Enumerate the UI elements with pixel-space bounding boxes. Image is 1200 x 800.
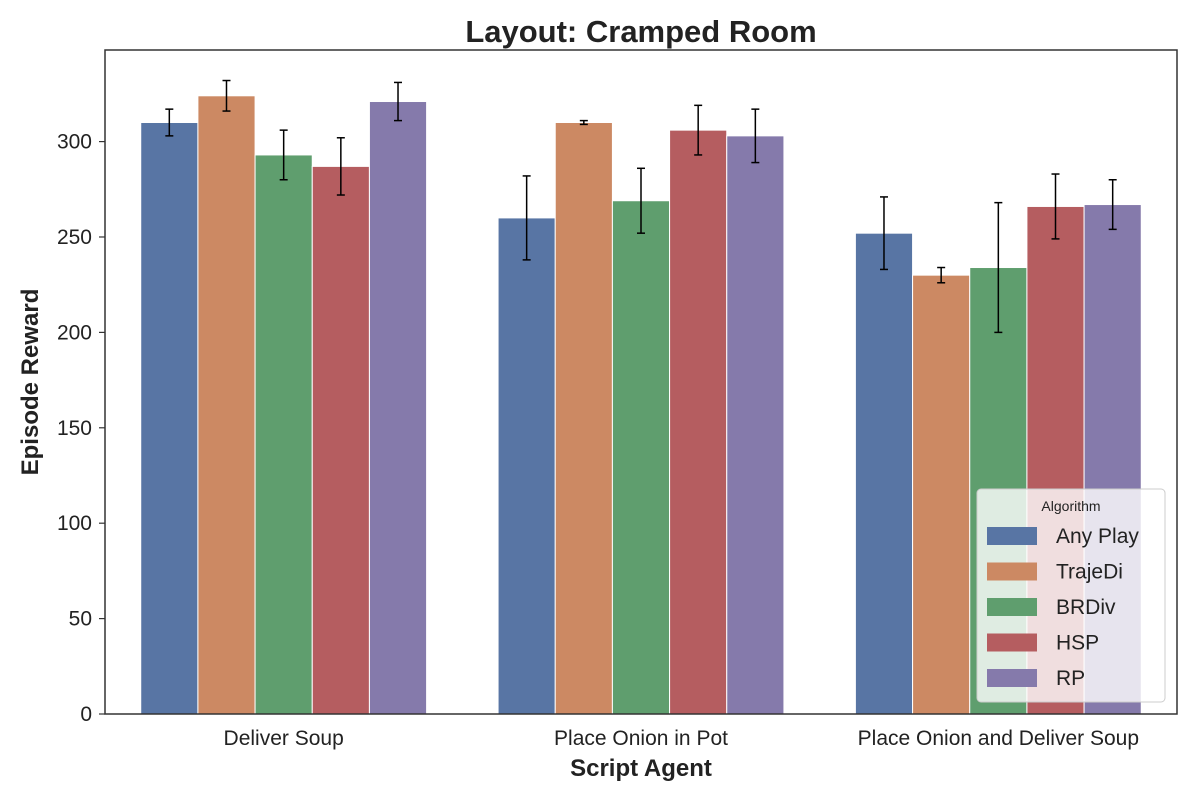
y-tick-label: 50 <box>69 608 92 631</box>
legend-label: HSP <box>1056 632 1099 655</box>
x-tick-label: Place Onion and Deliver Soup <box>858 727 1139 750</box>
bar <box>140 122 199 715</box>
y-tick-label: 0 <box>80 703 92 726</box>
bar <box>854 232 914 715</box>
legend-label: TrajeDi <box>1056 561 1123 584</box>
y-tick-label: 300 <box>57 131 92 154</box>
x-axis: Deliver Soup Place Onion in Pot Place Onio… <box>224 727 1139 750</box>
legend-swatch <box>987 527 1037 545</box>
legend-items: Any Play TrajeDi BRDiv HSP RP <box>987 525 1139 690</box>
y-tick-label: 150 <box>57 417 92 440</box>
x-tick-label: Place Onion in Pot <box>554 727 728 750</box>
bar <box>197 95 256 715</box>
bar <box>254 154 313 715</box>
bar <box>912 274 971 715</box>
plot-frame <box>104 49 1178 715</box>
error-bars-layer <box>165 79 1117 334</box>
bar <box>497 217 556 715</box>
bar <box>554 122 613 715</box>
y-tick-label: 200 <box>57 321 92 344</box>
y-tick-label: 250 <box>57 226 92 249</box>
bar <box>669 129 728 715</box>
x-tick-label: Deliver Soup <box>224 727 344 750</box>
y-axis: 0 50 100 150 200 250 300 <box>57 131 105 726</box>
legend-title: Algorithm <box>1041 498 1100 514</box>
y-axis-label: Episode Reward <box>17 289 44 476</box>
bar <box>311 165 370 715</box>
legend-swatch <box>987 669 1037 687</box>
chart-title: Layout: Cramped Room <box>465 14 816 49</box>
legend-swatch <box>987 633 1037 652</box>
legend-label: RP <box>1056 667 1085 690</box>
legend-swatch <box>987 598 1037 616</box>
y-tick-label: 100 <box>57 512 92 535</box>
bar <box>368 101 428 715</box>
legend-label: BRDiv <box>1056 596 1116 619</box>
bar <box>611 200 671 715</box>
x-axis-label: Script Agent <box>570 755 712 782</box>
legend-label: Any Play <box>1056 525 1139 548</box>
legend: Algorithm Any Play TrajeDi BRDiv HSP RP <box>976 488 1166 703</box>
bar <box>726 135 785 715</box>
legend-swatch <box>987 562 1037 581</box>
